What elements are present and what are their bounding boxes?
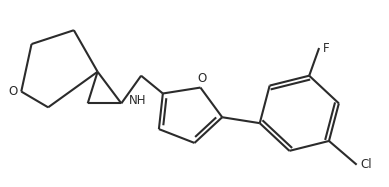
Text: O: O <box>198 72 207 85</box>
Text: O: O <box>9 85 18 98</box>
Text: NH: NH <box>128 94 146 107</box>
Text: F: F <box>323 42 329 55</box>
Text: Cl: Cl <box>361 158 372 171</box>
